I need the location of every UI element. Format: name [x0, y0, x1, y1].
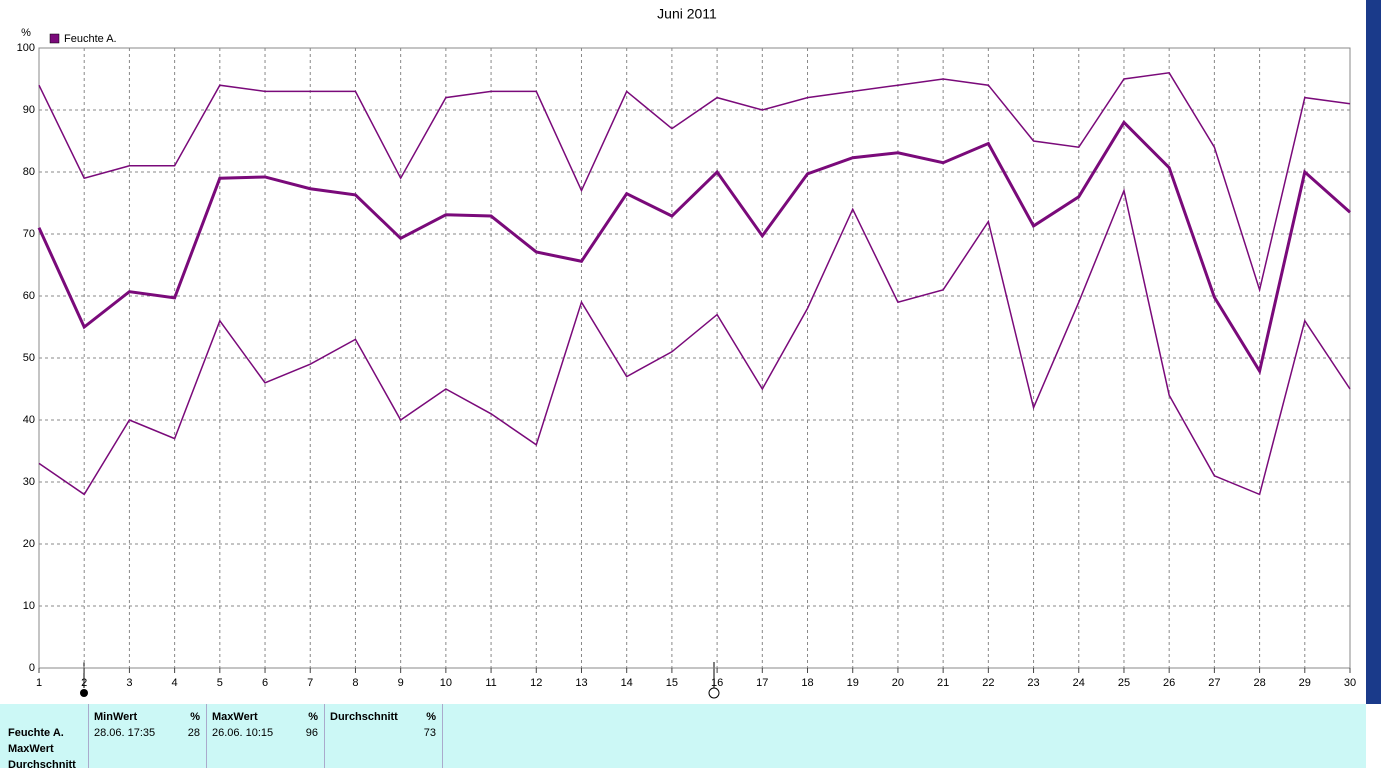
y-tick-label: 0	[29, 662, 35, 674]
y-axis-label: %	[21, 27, 31, 39]
stats-column: MaxWert% 26.06. 10:15 96	[206, 704, 325, 768]
x-tick-label: 13	[575, 677, 587, 689]
y-tick-label: 60	[23, 290, 35, 302]
x-tick-label: 3	[126, 677, 132, 689]
row-label: Feuchte A.	[8, 727, 64, 739]
x-tick-label: 8	[352, 677, 358, 689]
desktop-edge	[1366, 0, 1381, 704]
chart-title: Juni 2011	[657, 6, 717, 22]
column-unit: %	[190, 711, 200, 723]
stat-time: 26.06. 10:15	[212, 727, 274, 739]
x-tick-label: 21	[937, 677, 949, 689]
y-tick-label: 100	[17, 42, 35, 54]
stats-column: MinWert% 28.06. 17:35 28	[88, 704, 207, 768]
y-tick-label: 40	[23, 414, 35, 426]
data-line	[38, 188, 1351, 496]
cursor-marker	[708, 687, 720, 699]
x-tick-label: 7	[307, 677, 313, 689]
x-tick-label: 20	[892, 677, 904, 689]
column-unit: %	[308, 711, 318, 723]
legend-swatch	[49, 33, 60, 44]
x-tick-label: 23	[1027, 677, 1039, 689]
y-tick-label: 50	[23, 352, 35, 364]
x-tick-label: 9	[398, 677, 404, 689]
row-label: Durchschnitt	[8, 759, 76, 768]
x-tick-label: 18	[801, 677, 813, 689]
x-tick-label: 19	[847, 677, 859, 689]
x-tick-label: 25	[1118, 677, 1130, 689]
x-tick-label: 26	[1163, 677, 1175, 689]
y-tick-label: 20	[23, 538, 35, 550]
y-tick-label: 70	[23, 228, 35, 240]
x-tick-label: 24	[1073, 677, 1085, 689]
y-tick-label: 90	[23, 104, 35, 116]
stats-panel: Feuchte A. MaxWert Durchschnitt MinWert% 28.…	[0, 704, 1366, 768]
x-tick-label: 29	[1299, 677, 1311, 689]
stat-value: 73	[423, 727, 436, 739]
column-header: Durchschnitt	[330, 711, 398, 723]
column-unit: %	[426, 711, 436, 723]
stat-value: 28	[187, 727, 200, 739]
x-tick-label: 27	[1208, 677, 1220, 689]
column-header: MinWert	[94, 711, 138, 723]
y-tick-label: 80	[23, 166, 35, 178]
x-tick-label: 2	[81, 677, 87, 689]
x-tick-label: 22	[982, 677, 994, 689]
cursor-marker	[80, 689, 88, 697]
row-label: MaxWert	[8, 743, 54, 755]
data-line	[38, 71, 1351, 293]
stat-value: 96	[305, 727, 318, 739]
stat-time: 28.06. 17:35	[94, 727, 156, 739]
stats-column: Durchschnitt% 73	[324, 704, 443, 768]
x-tick-label: 17	[756, 677, 768, 689]
y-tick-label: 10	[23, 600, 35, 612]
x-tick-label: 11	[485, 677, 496, 689]
x-tick-label: 28	[1253, 677, 1265, 689]
x-tick-label: 12	[530, 677, 542, 689]
legend-label: Feuchte A.	[64, 33, 117, 45]
x-tick-label: 16	[711, 677, 723, 689]
x-tick-label: 14	[621, 677, 633, 689]
x-tick-label: 30	[1344, 677, 1356, 689]
x-tick-label: 1	[36, 677, 42, 689]
x-tick-label: 6	[262, 677, 268, 689]
x-tick-label: 10	[440, 677, 452, 689]
column-header: MaxWert	[212, 711, 258, 723]
x-tick-label: 15	[666, 677, 678, 689]
x-tick-label: 5	[217, 677, 223, 689]
x-tick-label: 4	[172, 677, 178, 689]
data-line	[37, 119, 1351, 375]
y-tick-label: 30	[23, 476, 35, 488]
